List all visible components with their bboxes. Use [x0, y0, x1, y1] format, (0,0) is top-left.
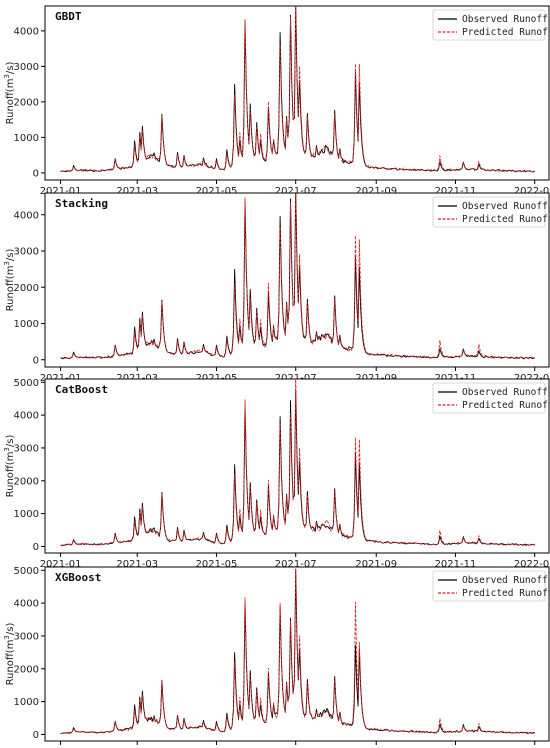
predicted-runoff-line: [60, 6, 535, 173]
x-tick-label: 2021-09: [355, 186, 397, 197]
y-tick-label: 0: [33, 730, 39, 741]
predicted-runoff-line: [60, 567, 535, 735]
legend: Observed Runoff Predicted Runoff: [432, 382, 550, 414]
panel-gbdt: 0 1000 2000 3000 4000 2021-01 2021-03 2021-05 20…: [3, 5, 550, 197]
panel-stacking: 010002000300040002021-012021-032021-0520…: [3, 192, 550, 384]
y-tick-label: 0: [33, 542, 39, 553]
legend-box: [432, 196, 546, 228]
x-tick-label: 2021-03: [116, 559, 158, 570]
y-tick-label: 4000: [14, 26, 39, 37]
panel-title: GBDT: [55, 10, 82, 23]
y-tick-label: 1000: [14, 319, 39, 330]
y-tick-label: 2000: [14, 283, 39, 294]
y-tick-label: 3000: [14, 247, 39, 258]
y-tick-label: 0: [33, 168, 39, 179]
legend-box: [432, 570, 546, 602]
y-axis-label: Runoff(m3/s): [3, 249, 16, 312]
legend-predicted-label: Predicted Runoff: [462, 27, 550, 38]
x-tick-label: 2021-05: [196, 186, 238, 197]
y-tick-label: 5000: [14, 378, 39, 389]
x-tick-label: 2021-11: [435, 186, 477, 197]
panel-catboost: 0 1000 2000 3000 4000 5000 2021-01 2021-03 2021-…: [3, 378, 550, 570]
x-tick-label: 2021-11: [435, 559, 477, 570]
legend-box: [432, 382, 546, 414]
x-tick-label: 2021-03: [116, 186, 158, 197]
y-tick-label: 3000: [14, 62, 39, 73]
y-tick-label: 2000: [14, 476, 39, 487]
x-tick-label: 2021-07: [275, 559, 317, 570]
x-tick-label: 2021-01: [40, 559, 82, 570]
legend-box: [432, 9, 546, 41]
y-axis-label: Runoff(m3/s): [3, 623, 16, 686]
panel-title: Stacking: [55, 197, 108, 210]
predicted-runoff-line: [60, 193, 535, 360]
y-tick-label: 4000: [14, 210, 39, 221]
y-tick-label: 5000: [14, 566, 39, 577]
x-tick-label: 2021-07: [275, 186, 317, 197]
panel-xgboost: 0100020003000400050002021-012021-032021-…: [3, 566, 550, 748]
predicted-runoff-line: [60, 379, 535, 547]
legend-observed-label: Observed Runoff: [462, 575, 548, 586]
y-tick-label: 3000: [14, 631, 39, 642]
legend-predicted-label: Predicted Runoff: [462, 214, 550, 225]
y-tick-label: 2000: [14, 97, 39, 108]
y-tick-label: 1000: [14, 509, 39, 520]
y-tick-label: 4000: [14, 599, 39, 610]
y-tick-label: 1000: [14, 697, 39, 708]
y-tick-label: 4000: [14, 411, 39, 422]
legend-predicted-label: Predicted Runoff: [462, 588, 550, 599]
y-axis-label: Runoff(m3/s): [3, 62, 16, 125]
y-tick-label: 2000: [14, 664, 39, 675]
x-tick-label: 2022-01: [514, 186, 550, 197]
legend: Observed Runoff Predicted Runoff: [432, 9, 550, 41]
legend-observed-label: Observed Runoff: [462, 387, 548, 398]
y-tick-label: 0: [33, 355, 39, 366]
legend-predicted-label: Predicted Runoff: [462, 400, 550, 411]
y-tick-label: 1000: [14, 133, 39, 144]
y-axis-label: Runoff(m3/s): [3, 435, 16, 498]
x-tick-label: 2022-01: [514, 559, 550, 570]
x-tick-label: 2021-01: [40, 186, 82, 197]
x-tick-label: 2021-09: [355, 559, 397, 570]
legend-observed-label: Observed Runoff: [462, 14, 548, 25]
y-tick-label: 3000: [14, 443, 39, 454]
legend-observed-label: Observed Runoff: [462, 201, 548, 212]
panel-title: CatBoost: [55, 383, 108, 396]
x-tick-label: 2021-05: [196, 559, 238, 570]
panel-title: XGBoost: [55, 571, 101, 584]
legend: Observed Runoff Predicted Runoff: [432, 196, 550, 228]
legend: Observed Runoff Predicted Runoff: [432, 570, 550, 602]
